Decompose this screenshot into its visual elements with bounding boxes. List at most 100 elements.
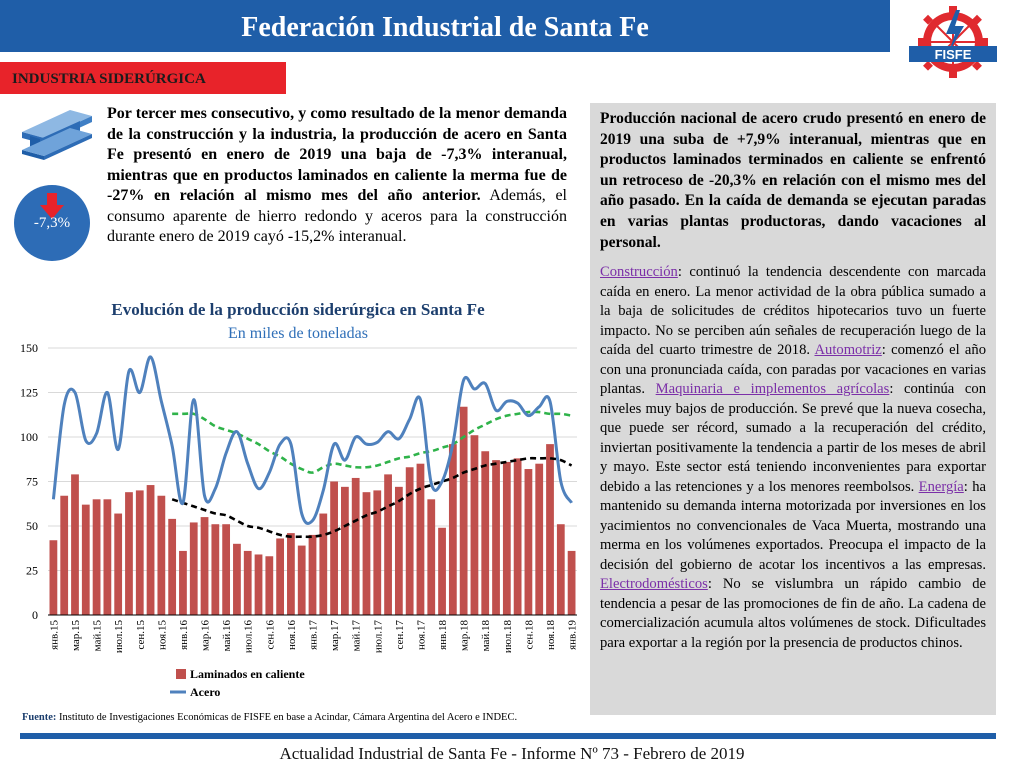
sector-link-maquinaria[interactable]: Maquinaria e implementos agrícolas: [655, 381, 890, 397]
bar: [513, 458, 522, 615]
y-tick-label: 0: [32, 608, 38, 622]
bar: [265, 556, 274, 615]
bar: [92, 499, 101, 615]
bar: [546, 444, 554, 615]
bar: [168, 518, 177, 615]
x-tick-label: янв.18: [437, 620, 449, 650]
bar: [502, 461, 511, 615]
bar: [60, 495, 69, 615]
x-tick-label: ноя.16: [286, 620, 298, 650]
x-tick-label: май.18: [480, 620, 492, 652]
bar: [373, 490, 382, 615]
x-tick-label: мар.15: [70, 620, 82, 652]
y-tick-label: 50: [26, 519, 38, 533]
bar: [470, 435, 479, 615]
x-tick-label: июл.17: [372, 620, 384, 654]
bar: [146, 485, 155, 615]
sector-link-energia[interactable]: Energía: [918, 478, 964, 495]
footer-text: Actualidad Industrial de Santa Fe - Info…: [279, 744, 745, 763]
bar: [524, 469, 533, 615]
bar: [308, 534, 317, 615]
bar: [341, 486, 349, 615]
x-tick-label: июл.18: [502, 620, 514, 654]
sector-text: : ha mantenido su demanda interna motori…: [600, 478, 986, 573]
bar: [492, 460, 500, 615]
source-text: Instituto de Investigaciones Económicas …: [56, 712, 518, 723]
bar: [567, 550, 576, 615]
side-body-text: Construcción: continuó la tendencia desc…: [600, 263, 986, 653]
x-tick-label: янв.17: [308, 620, 320, 650]
bar: [103, 499, 112, 615]
bar: [81, 504, 90, 615]
sector-text: : No se vislumbra un rápido cambio de te…: [600, 576, 986, 651]
legend-label: Acero: [190, 685, 220, 699]
sector-text: : continúa con niveles muy bajos de prod…: [600, 381, 986, 495]
bar: [297, 545, 306, 615]
arrow-down-icon: [40, 193, 64, 219]
bar: [319, 513, 328, 615]
bar: [556, 524, 565, 615]
bar: [416, 463, 425, 615]
bar: [211, 524, 220, 615]
source-label: Fuente:: [22, 712, 57, 723]
bar: [254, 554, 263, 615]
bar: [125, 492, 133, 615]
chart-subtitle: En miles de toneladas: [228, 325, 368, 342]
variation-value: -7,3%: [33, 215, 71, 231]
x-tick-label: мар.18: [459, 620, 471, 652]
bar: [330, 481, 338, 615]
legend-swatch-bar: [176, 669, 186, 679]
side-lead-text: Producción nacional de acero crudo prese…: [600, 110, 986, 251]
bar: [481, 451, 490, 615]
bar: [459, 406, 468, 615]
x-tick-label: ноя.15: [156, 620, 168, 650]
y-tick-label: 75: [26, 475, 38, 489]
bar: [233, 543, 241, 615]
trend-line: [172, 410, 572, 474]
bar: [405, 467, 414, 615]
side-panel: Producción nacional de acero crudo prese…: [590, 103, 996, 715]
sector-link-construccion[interactable]: Construcción: [600, 264, 678, 280]
production-chart: 0 25 50 75 100 125 150 янв.15 мар.15 май.15 июл.15…: [20, 341, 579, 699]
x-tick-label: май.15: [92, 620, 104, 652]
bar: [448, 444, 457, 615]
x-tick-label: сен.17: [394, 620, 406, 650]
bar: [394, 486, 403, 615]
y-tick-label: 125: [20, 386, 38, 400]
bar: [157, 495, 166, 615]
bar: [114, 513, 123, 615]
bar: [71, 474, 79, 615]
intro-paragraph: Por tercer mes consecutivo, y como resul…: [107, 104, 567, 248]
bar: [427, 499, 436, 615]
bar: [189, 522, 198, 615]
bar: [179, 550, 187, 615]
sector-link-electrodomesticos[interactable]: Electrodomésticos: [600, 576, 708, 592]
bar: [243, 550, 252, 615]
y-tick-label: 25: [26, 564, 38, 578]
x-tick-label: сен.15: [135, 620, 147, 650]
page-title: Federación Industrial de Santa Fe: [241, 12, 649, 43]
steel-beam-icon: [22, 110, 92, 160]
footer-divider: [20, 733, 996, 739]
x-tick-label: мар.16: [200, 620, 212, 652]
x-tick-label: май.16: [221, 620, 233, 652]
trend-line: [171, 456, 573, 539]
legend-label: Laminados en caliente: [190, 667, 305, 681]
y-tick-label: 150: [20, 341, 38, 355]
chart-title: Evolución de la producción siderúrgica e…: [111, 300, 485, 319]
fisfe-logo: FISFE: [909, 6, 997, 78]
x-tick-label: янв.15: [48, 620, 60, 650]
bar: [438, 527, 446, 615]
x-tick-label: июл.15: [113, 620, 125, 654]
bar: [222, 524, 231, 615]
bar: [384, 474, 392, 615]
x-tick-label: июл.16: [243, 620, 255, 654]
x-tick-label: янв.19: [567, 620, 579, 650]
bar: [351, 477, 360, 615]
bar: [276, 538, 284, 615]
variation-badge: -7,3%: [14, 185, 90, 261]
acero-line: [51, 355, 573, 525]
sector-link-automotriz[interactable]: Automotriz: [814, 342, 882, 358]
intro-bold-text: Por tercer mes consecutivo, y como resul…: [107, 105, 567, 204]
x-tick-label: мар.17: [329, 620, 341, 652]
